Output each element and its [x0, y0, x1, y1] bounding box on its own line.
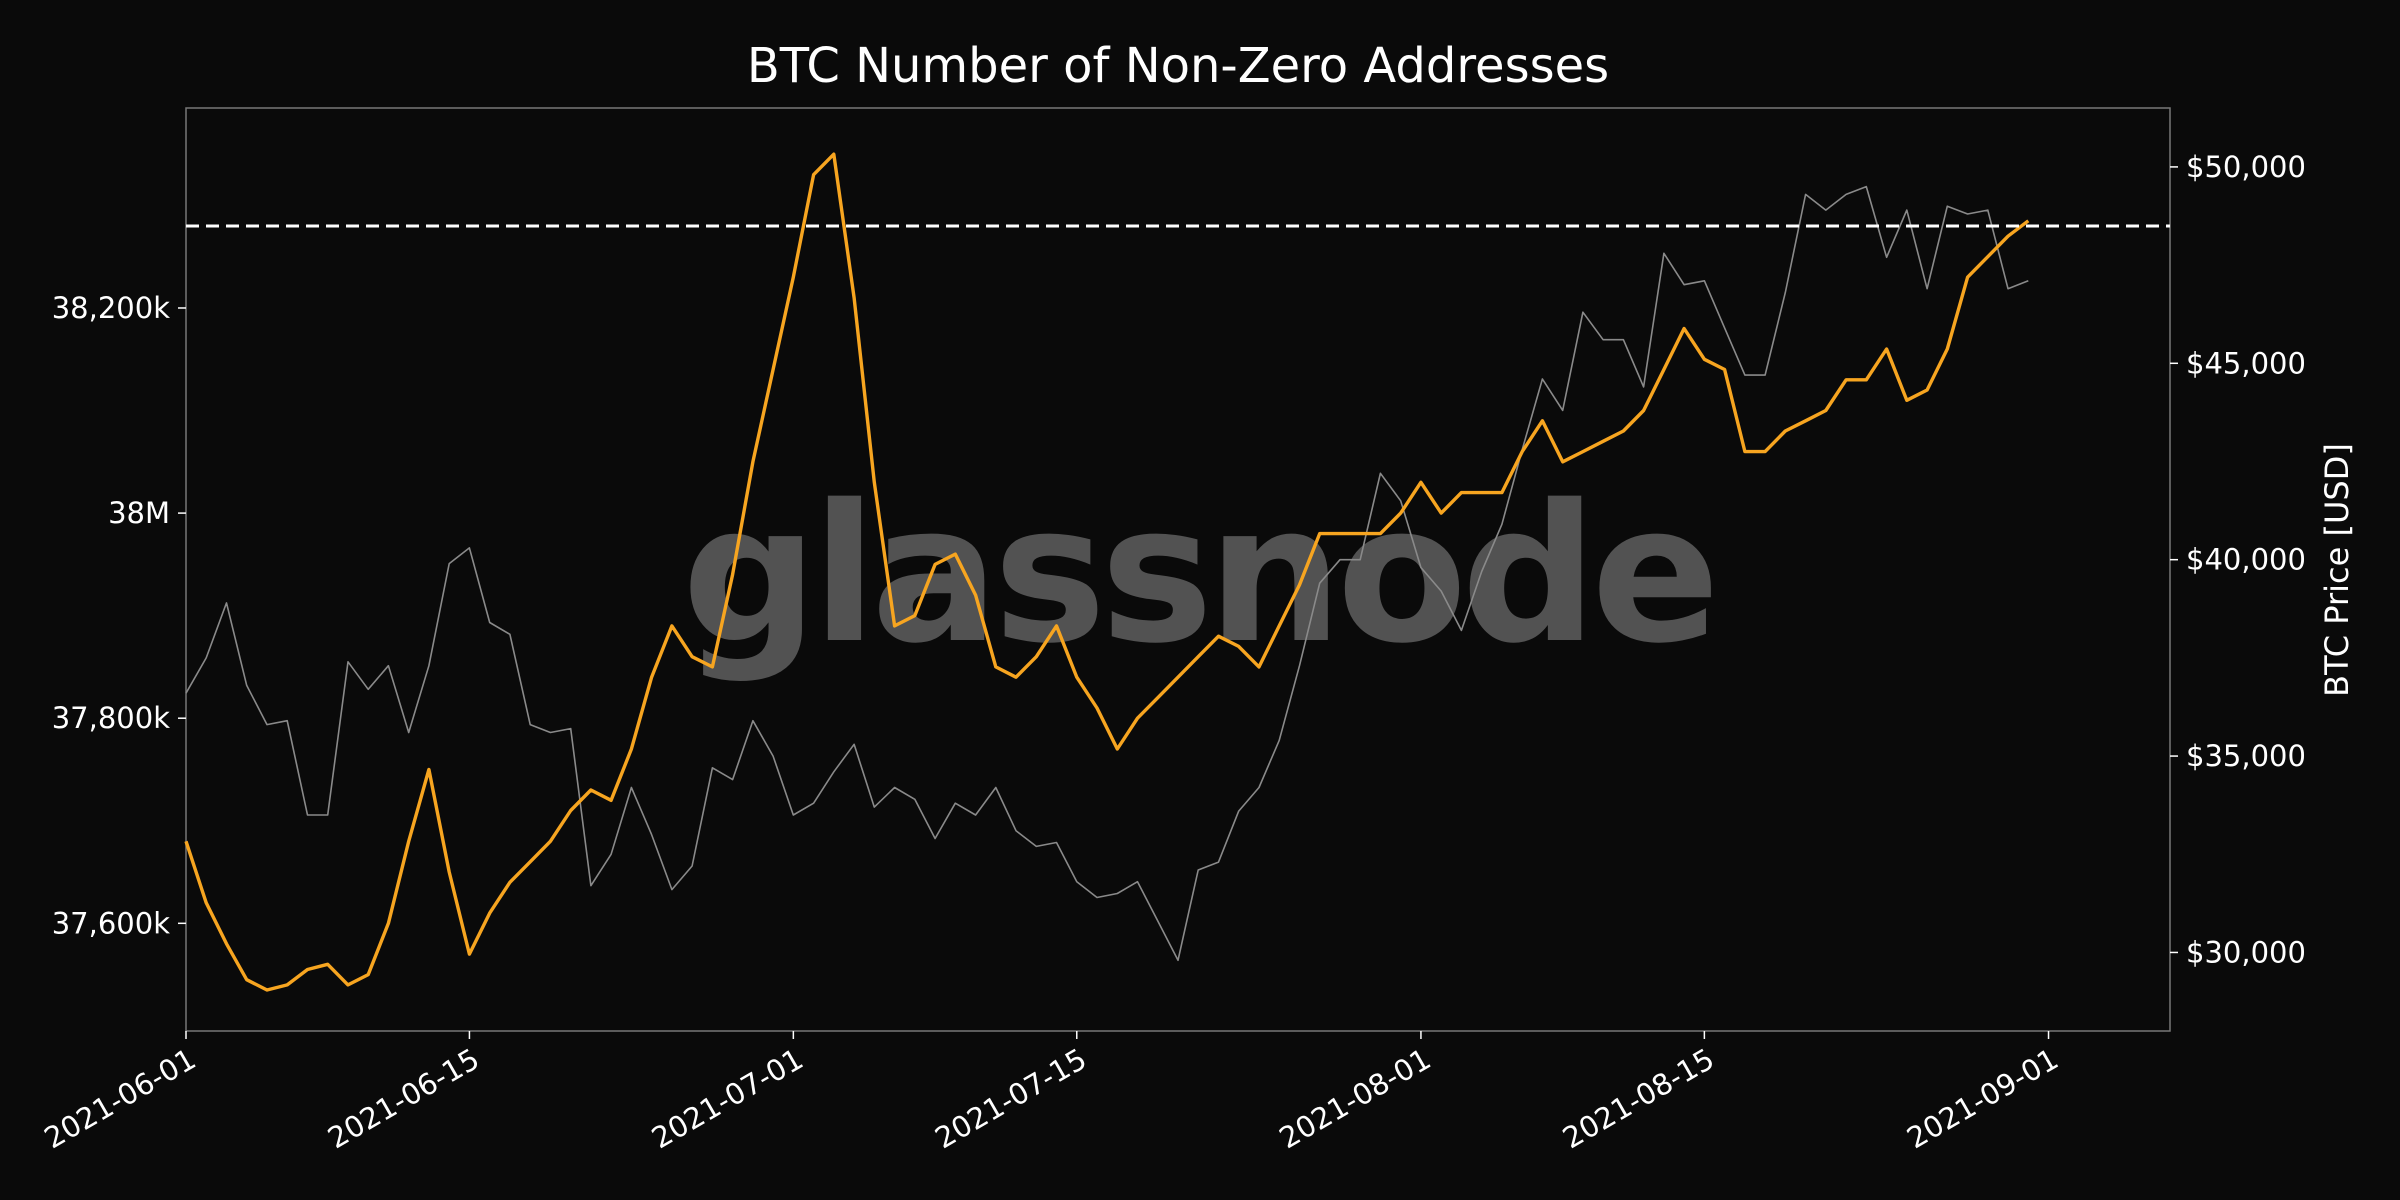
- y-right-tick-label: $50,000: [2186, 150, 2306, 184]
- chart-title: BTC Number of Non-Zero Addresses: [747, 38, 1609, 94]
- y-right-tick-label: $40,000: [2186, 543, 2306, 577]
- y-left-tick-label: 37,800k: [52, 701, 170, 735]
- y-left-tick-label: 37,600k: [52, 906, 170, 940]
- y-right-tick-label: $30,000: [2186, 935, 2306, 969]
- y-left-tick-label: 38,200k: [52, 291, 170, 325]
- y-right-axis: $30,000 $35,000 $40,000 $45,000 $50,000: [2170, 150, 2306, 969]
- y-right-tick-label: $45,000: [2186, 346, 2306, 380]
- y-left-tick-label: 38M: [108, 496, 170, 530]
- watermark-text: glassnode: [682, 464, 1714, 685]
- series-layer: [184, 152, 2030, 992]
- y-right-axis-label: BTC Price [USD]: [2318, 443, 2356, 697]
- plot-area: glassnode: [184, 107, 2171, 1032]
- y-right-tick-label: $35,000: [2186, 739, 2306, 773]
- non-zero-addresses-line: [184, 152, 2030, 992]
- y-left-axis: 37,600k 37,800k 38M 38,200k: [52, 291, 186, 940]
- btc-price-line: [185, 185, 2029, 962]
